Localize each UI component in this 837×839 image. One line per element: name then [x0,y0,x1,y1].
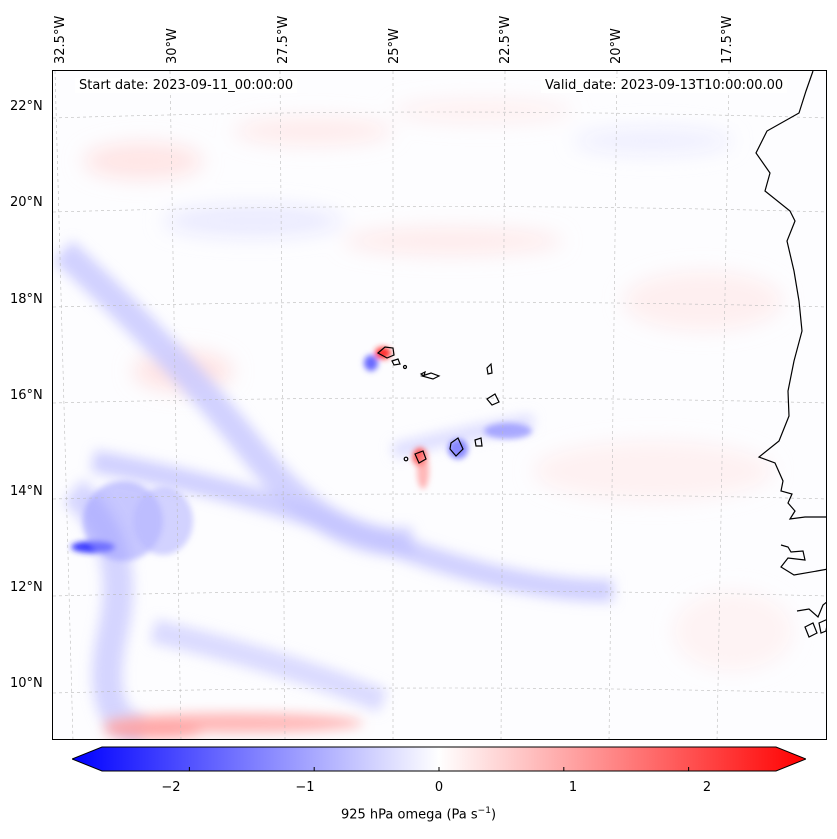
lon-label-27-5w: 27.5°W [276,15,291,64]
omega-strong-downdraft [71,481,193,561]
lon-label-17-5w: 17.5°W [720,15,735,64]
start-date-label: Start date: 2023-09-11_00:00:00 [75,78,298,93]
omega-red-band [103,713,363,739]
colorbar-label: 925 hPa omega (Pa s−1) [0,806,837,822]
lat-label-16n: 16°N [10,388,43,403]
lon-label-22-5w: 22.5°W [498,15,513,64]
colorbar-tick-marks [188,767,690,771]
lat-label-10n: 10°N [10,676,43,691]
colorbar-tick-1: 1 [568,780,578,795]
lat-label-22n: 22°N [10,99,43,114]
cape-verde-islands [376,346,500,464]
colorbar-tick-2: 2 [702,780,712,795]
omega-colorbar [72,746,806,772]
map-gridlines [53,71,826,739]
colorbar-label-sup: −1 [477,806,491,816]
colorbar-label-end: ) [490,807,497,823]
lat-label-18n: 18°N [10,292,43,307]
colorbar-tick-0: 0 [434,780,444,795]
lon-label-32-5w: 32.5°W [53,15,68,64]
colorbar-tick-neg2: −2 [161,780,181,795]
lat-label-14n: 14°N [10,484,43,499]
lat-label-20n: 20°N [10,195,43,210]
colorbar-label-main: 925 hPa omega (Pa s [340,807,478,823]
omega-field-map [53,71,826,739]
colorbar-tick-neg1: −1 [295,780,315,795]
lat-label-12n: 12°N [10,580,43,595]
omega-background-field [83,99,793,671]
valid-date-label: Valid_date: 2023-09-13T10:00:00.00 [541,78,788,93]
lon-label-30w: 30°W [165,28,180,64]
map-panel [52,70,827,740]
omega-island-signals [364,347,532,489]
lon-label-25w: 25°W [387,28,402,64]
africa-coastline [755,71,826,638]
lon-label-20w: 20°W [609,28,624,64]
